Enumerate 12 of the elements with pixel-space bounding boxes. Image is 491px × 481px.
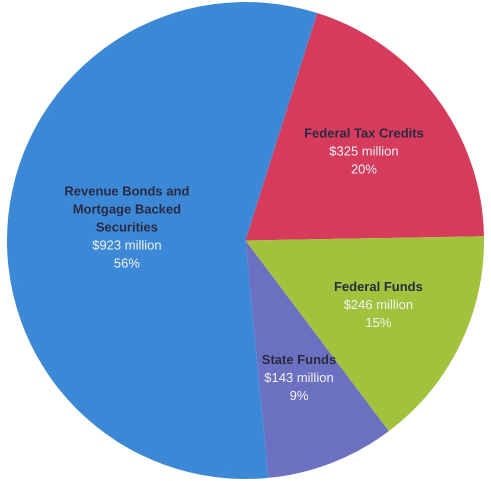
data-label: $143 million xyxy=(264,370,334,385)
slice-label: Federal Tax Credits xyxy=(304,126,424,141)
slice-label: Federal Funds xyxy=(334,278,423,294)
data-label: $246 million xyxy=(344,296,414,312)
text: 20% xyxy=(350,162,378,177)
text: 15% xyxy=(365,314,392,330)
slice-label: State Funds xyxy=(262,352,336,367)
slice-label: Revenue Bonds and Mortgage Backed Securities xyxy=(64,184,190,235)
data-label: $923 million xyxy=(92,238,162,253)
text: 56% xyxy=(114,256,140,271)
text: 9% xyxy=(290,388,309,403)
data-label: $325 million xyxy=(329,144,399,159)
